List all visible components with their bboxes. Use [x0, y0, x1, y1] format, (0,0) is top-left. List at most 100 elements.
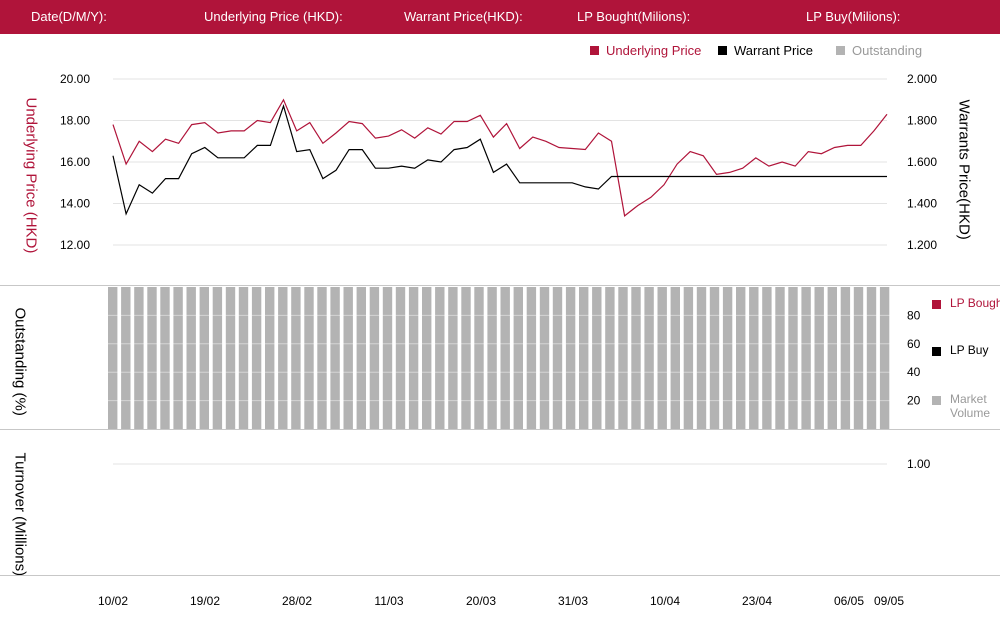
- outstanding-bar: [395, 287, 406, 429]
- underlying-tick-label: 14.00: [60, 197, 90, 211]
- outstanding-bar: [251, 287, 262, 429]
- x-tick-label: 10/02: [98, 594, 128, 608]
- panel-divider-3: [0, 575, 1000, 576]
- outstanding-bar: [827, 287, 837, 429]
- outstanding-bar: [304, 287, 314, 429]
- lp-bought-label: LP Bought(Milions):: [577, 9, 691, 24]
- outstanding-bar: [265, 287, 275, 429]
- panel-divider-2: [0, 429, 1000, 430]
- outstanding-bar: [618, 287, 628, 429]
- x-tick-label: 20/03: [466, 594, 496, 608]
- outstanding-bar: [513, 287, 523, 429]
- outstanding-bar: [605, 287, 615, 429]
- outstanding-bar: [487, 287, 497, 429]
- outstanding-bar: [134, 287, 144, 429]
- outstanding-tick-label: 60: [907, 337, 921, 351]
- underlying-price-line: [112, 98, 888, 217]
- outstanding-bar: [356, 287, 366, 429]
- legend-underlying-label: Underlying Price: [606, 43, 702, 58]
- warrant-price-line: [112, 103, 887, 216]
- warrant-tick-label: 1.800: [907, 114, 937, 128]
- outstanding-bar: [749, 287, 759, 429]
- outstanding-bar: [814, 287, 824, 429]
- outstanding-bar: [238, 287, 249, 429]
- outstanding-bar: [225, 287, 236, 429]
- side-legend-lp-bought-label: LP Bought: [950, 296, 1000, 310]
- lp-buy-label: LP Buy(Milions):: [806, 9, 901, 24]
- outstanding-bar: [369, 287, 380, 429]
- outstanding-bar: [722, 287, 733, 429]
- outstanding-bar: [291, 287, 301, 429]
- outstanding-bar: [474, 287, 484, 429]
- outstanding-bar: [631, 287, 641, 429]
- x-tick-label: 11/03: [374, 594, 403, 608]
- outstanding-bar: [199, 287, 209, 429]
- outstanding-bar: [408, 287, 419, 429]
- outstanding-bar: [343, 287, 353, 429]
- outstanding-bar: [853, 287, 864, 429]
- outstanding-bar: [840, 287, 851, 429]
- outstanding-bar: [552, 287, 563, 429]
- outstanding-bar: [775, 287, 785, 429]
- x-tick-label: 10/04: [650, 594, 680, 608]
- outstanding-bar: [801, 287, 811, 429]
- warrant-tick-label: 1.200: [907, 238, 937, 252]
- panel-divider-1: [0, 285, 1000, 286]
- legend-outstanding[interactable]: Outstanding: [836, 43, 922, 58]
- header-bar: Date(D/M/Y): Underlying Price (HKD): War…: [0, 0, 1000, 34]
- outstanding-bar: [317, 287, 327, 429]
- outstanding-bar: [657, 287, 667, 429]
- lp-bought-swatch: [932, 300, 941, 309]
- warrant-tick-label: 1.600: [907, 155, 937, 169]
- outstanding-bar: [160, 287, 170, 429]
- legend-outstanding-label: Outstanding: [852, 43, 923, 58]
- legend-warrant-label: Warrant Price: [734, 43, 813, 58]
- outstanding-bar: [278, 287, 288, 429]
- underlying-tick-label: 20.00: [60, 72, 90, 86]
- warrant-tick-label: 1.400: [907, 197, 937, 211]
- outstanding-bar: [762, 287, 772, 429]
- outstanding-bar: [500, 287, 510, 429]
- x-tick-label: 19/02: [190, 594, 220, 608]
- outstanding-bar: [186, 287, 196, 429]
- x-tick-label: 31/03: [558, 594, 588, 608]
- outstanding-swatch: [836, 46, 845, 55]
- outstanding-bar: [683, 287, 694, 429]
- outstanding-bar: [435, 287, 445, 429]
- warrant-tick-label: 2.000: [907, 72, 937, 86]
- legend-warrant[interactable]: Warrant Price: [718, 43, 813, 58]
- outstanding-bar: [448, 287, 458, 429]
- x-tick-label: 06/05: [834, 594, 864, 608]
- warrant-swatch: [718, 46, 727, 55]
- outstanding-bar: [879, 287, 890, 429]
- side-legend-market-volume-label: Market Volume: [950, 392, 991, 420]
- turnover-tick-label: 1.00: [907, 457, 931, 471]
- warrant-price-label: Warrant Price(HKD):: [404, 9, 523, 24]
- outstanding-bar: [121, 287, 131, 429]
- outstanding-bar: [382, 287, 393, 429]
- underlying-price-label: Underlying Price (HKD):: [204, 9, 343, 24]
- x-tick-label: 28/02: [282, 594, 312, 608]
- legend-underlying[interactable]: Underlying Price: [590, 43, 701, 58]
- outstanding-bar: [539, 287, 550, 429]
- date-label: Date(D/M/Y):: [31, 9, 107, 24]
- outstanding-bar: [592, 287, 602, 429]
- side-legend-lp-buy-label: LP Buy: [950, 343, 989, 357]
- x-tick-label: 23/04: [742, 594, 772, 608]
- underlying-tick-label: 16.00: [60, 155, 90, 169]
- outstanding-bar: [644, 287, 654, 429]
- outstanding-bar: [736, 287, 746, 429]
- outstanding-bar: [866, 287, 877, 429]
- outstanding-bar: [147, 287, 157, 429]
- outstanding-bar: [108, 287, 118, 429]
- outstanding-bar: [461, 287, 471, 429]
- outstanding-bar: [173, 287, 183, 429]
- outstanding-tick-label: 80: [907, 308, 921, 322]
- underlying-tick-label: 12.00: [60, 238, 90, 252]
- lp-buy-swatch: [932, 347, 941, 356]
- underlying-tick-label: 18.00: [60, 114, 90, 128]
- outstanding-bar: [696, 287, 707, 429]
- outstanding-bar: [709, 287, 720, 429]
- market-volume-swatch: [932, 396, 941, 405]
